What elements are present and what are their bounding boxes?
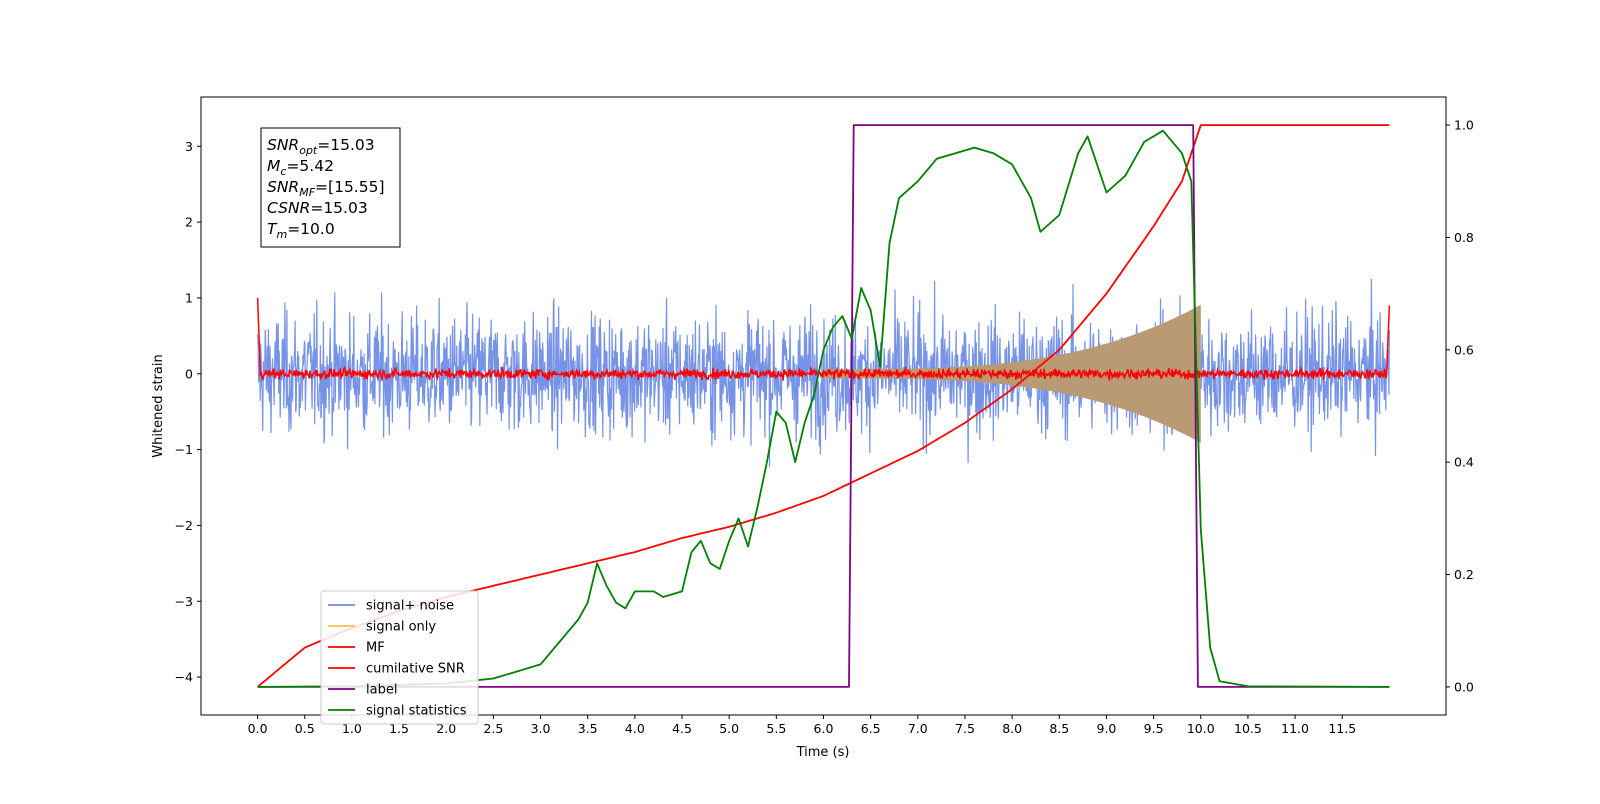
x-tick-label: 9.5 <box>1144 721 1164 736</box>
series-signal-statistics-line <box>257 129 1390 688</box>
axes: 0.0 0.5 1.0 1.5 2.0 2.5 3.0 3.5 4.0 4.5 5.0 5.5 6.0 6… <box>175 118 1474 736</box>
x-tick-label: 7.5 <box>955 721 975 736</box>
y-tick-label-right: 0.4 <box>1454 455 1474 470</box>
y-tick-label-left: 3 <box>185 139 193 154</box>
y-tick-label-right: 0.6 <box>1454 342 1474 357</box>
legend-frame <box>320 590 479 725</box>
y-tick-label-left: −1 <box>175 442 193 457</box>
legend-entry-label: cumilative SNR <box>366 662 465 677</box>
x-tick-label: 0.0 <box>248 721 268 736</box>
x-tick-label: 8.0 <box>1002 721 1022 736</box>
y-tick-label-left: 0 <box>185 366 193 381</box>
x-tick-label: 11.5 <box>1328 721 1356 736</box>
y-axis-label: Whitened strain <box>151 354 166 457</box>
y-tick-label-left: −2 <box>175 518 193 533</box>
x-tick-label: 2.5 <box>483 721 503 736</box>
x-tick-label: 2.0 <box>436 721 456 736</box>
legend-entry-label: signal statistics <box>366 704 467 719</box>
annotation-frame <box>260 127 401 248</box>
y-tick-label-left: −4 <box>175 670 193 685</box>
x-tick-label: 1.5 <box>389 721 409 736</box>
annotation-line: SNRMF=[15.55] <box>267 178 385 199</box>
x-tick-label: 6.0 <box>814 721 834 736</box>
x-tick-label: 3.0 <box>531 721 551 736</box>
legend-entry-label: label <box>366 683 397 698</box>
series-mf-line <box>256 297 1391 382</box>
legend-entry-label: signal+ noise <box>366 599 454 614</box>
y-tick-label-right: 1.0 <box>1454 118 1474 133</box>
y-tick-label-right: 0.8 <box>1454 230 1474 245</box>
y-tick-label-left: 1 <box>185 290 193 305</box>
x-tick-label: 1.0 <box>342 721 362 736</box>
y-tick-label-left: 2 <box>185 215 193 230</box>
x-tick-label: 10.0 <box>1187 721 1215 736</box>
series-label-line <box>257 124 1390 688</box>
x-tick-label: 7.0 <box>908 721 928 736</box>
snr-annotation-box: SNRopt=15.03Mc=5.42SNRMF=[15.55]CSNR=15.… <box>260 127 401 248</box>
legend-entry-label: signal only <box>366 620 436 635</box>
y-tick-label-right: 0.0 <box>1454 679 1474 694</box>
y-tick-label-left: −3 <box>175 594 193 609</box>
legend-entry-label: MF <box>366 641 385 656</box>
x-tick-label: 10.5 <box>1234 721 1262 736</box>
y-tick-label-right: 0.2 <box>1454 567 1474 582</box>
x-tick-label: 5.5 <box>766 721 786 736</box>
annotation-line: Tm=10.0 <box>267 220 335 241</box>
x-tick-label: 0.5 <box>295 721 315 736</box>
x-tick-label: 3.5 <box>578 721 598 736</box>
x-axis-label: Time (s) <box>796 745 850 760</box>
x-tick-label: 5.0 <box>719 721 739 736</box>
x-tick-label: 9.0 <box>1097 721 1117 736</box>
annotation-line: SNRopt=15.03 <box>267 136 375 157</box>
x-tick-label: 8.5 <box>1049 721 1069 736</box>
annotation-line: Mc=5.42 <box>267 157 334 178</box>
x-tick-label: 6.5 <box>861 721 881 736</box>
annotation-line: CSNR=15.03 <box>267 199 368 217</box>
x-tick-label: 4.0 <box>625 721 645 736</box>
x-tick-label: 11.0 <box>1281 721 1309 736</box>
legend: signal+ noise signal only MF cumilative SNR… <box>320 590 479 725</box>
x-tick-label: 4.5 <box>672 721 692 736</box>
